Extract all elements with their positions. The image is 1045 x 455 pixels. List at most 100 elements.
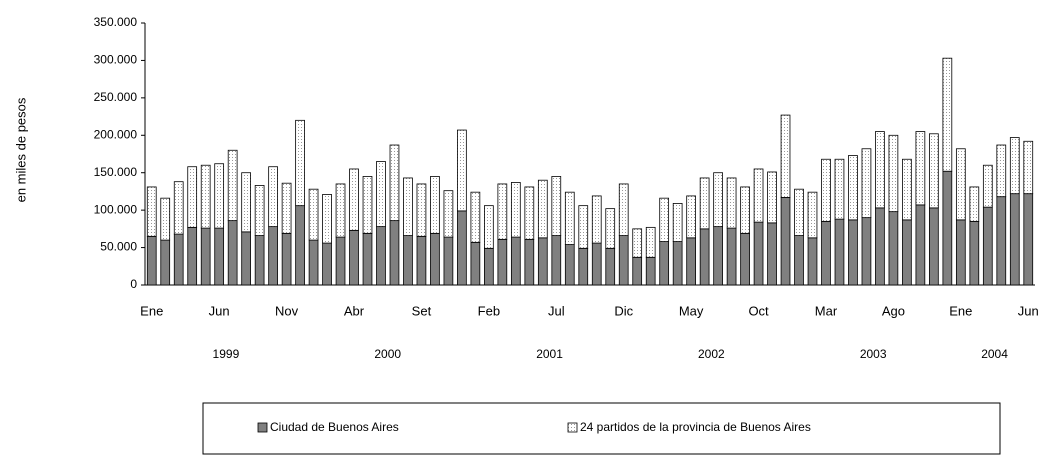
bar-segment — [767, 222, 777, 286]
bar-segment — [902, 158, 912, 221]
bar-segment — [591, 195, 602, 244]
bar-segment — [929, 133, 939, 209]
bar-segment — [780, 114, 791, 198]
bar-segment — [335, 183, 346, 238]
bar-segment — [834, 218, 845, 286]
bar-segment — [160, 239, 171, 286]
bar-segment — [699, 228, 710, 286]
bar-segment — [618, 235, 629, 286]
bar-segment — [362, 176, 373, 234]
bar-segment — [551, 235, 562, 286]
y-tick-label: 350.000 — [94, 15, 138, 29]
bar-segment — [537, 237, 548, 286]
bar-segment — [605, 208, 616, 249]
bar-segment — [281, 232, 292, 286]
bar-segment — [268, 166, 278, 228]
year-label: 2003 — [860, 347, 887, 361]
x-tick-label: Feb — [478, 303, 500, 318]
bar-segment — [982, 206, 993, 286]
bar-segment — [915, 131, 926, 206]
bar-segment — [578, 205, 589, 249]
legend-swatch — [257, 422, 268, 433]
bar-segment — [187, 226, 198, 286]
bar-segment — [430, 232, 440, 286]
y-tick-label: 250.000 — [94, 90, 138, 104]
bar-segment — [753, 221, 764, 286]
bar-segment — [888, 211, 899, 286]
bar-segment — [821, 220, 831, 286]
bar-segment — [578, 247, 589, 286]
bar-segment — [969, 186, 980, 222]
bar-segment — [403, 235, 413, 286]
bar-segment — [322, 242, 332, 286]
y-tick-label: 300.000 — [94, 53, 138, 67]
bar-segment — [888, 134, 899, 213]
bar-segment — [848, 155, 858, 221]
bar-segment — [457, 129, 467, 212]
bar-segment — [780, 197, 791, 286]
bar-segment — [349, 229, 359, 286]
legend-label: Ciudad de Buenos Aires — [270, 420, 399, 434]
bar-segment — [564, 191, 575, 245]
bar-segment — [767, 171, 777, 224]
bar-segment — [484, 205, 494, 249]
legend-label: 24 partidos de la provincia de Buenos Ai… — [580, 420, 811, 434]
bar-segment — [524, 238, 535, 286]
bar-segment — [726, 177, 737, 229]
bar-segment — [1023, 193, 1034, 286]
bar-segment — [902, 219, 912, 286]
bar-segment — [875, 131, 885, 209]
bar-segment — [376, 226, 386, 286]
bar-segment — [794, 188, 804, 236]
x-tick-label: Ene — [140, 303, 163, 318]
bar-segment — [443, 190, 454, 238]
bar-segment — [686, 237, 696, 286]
bar-segment — [214, 227, 225, 286]
x-tick-label: Jul — [548, 303, 565, 318]
bar-segment — [713, 172, 723, 228]
bar-segment — [349, 168, 359, 231]
bar-segment — [510, 182, 521, 238]
bar-segment — [295, 205, 305, 286]
bar-segment — [187, 166, 198, 228]
bar-segment — [632, 228, 643, 258]
bar-segment — [955, 219, 966, 286]
year-label: 1999 — [213, 347, 240, 361]
x-tick-label: Nov — [275, 303, 299, 318]
y-tick-label: 0 — [130, 277, 137, 291]
bar-segment — [497, 238, 508, 286]
bar-segment — [645, 256, 656, 286]
year-label: 2002 — [698, 347, 725, 361]
bar-segment — [915, 204, 926, 286]
bar-segment — [416, 183, 427, 237]
bar-segment — [146, 186, 157, 237]
bar-segment — [969, 220, 980, 286]
x-tick-label: Dic — [614, 303, 633, 318]
bar-segment — [524, 186, 535, 240]
year-label: 2004 — [981, 347, 1008, 361]
legend-box — [202, 402, 1001, 455]
bar-segment — [672, 203, 683, 242]
x-tick-label: Mar — [815, 303, 838, 318]
x-tick-label: Jun — [1018, 303, 1039, 318]
bar-segment — [510, 236, 521, 286]
bar-segment — [645, 226, 656, 258]
bar-segment — [362, 232, 373, 286]
bar-segment — [726, 227, 737, 286]
bar-segment — [1023, 140, 1034, 195]
bar-segment — [295, 119, 305, 207]
bar-segment — [254, 235, 265, 286]
x-tick-label: Oct — [748, 303, 769, 318]
y-tick-label: 200.000 — [94, 127, 138, 141]
bar-segment — [173, 181, 184, 235]
year-label: 2001 — [536, 347, 563, 361]
bar-segment — [821, 158, 831, 222]
bar-segment — [929, 207, 939, 286]
bar-segment — [848, 219, 858, 286]
bar-segment — [807, 237, 818, 286]
bar-segment — [376, 161, 386, 228]
bar-segment — [699, 177, 710, 230]
bar-segment — [955, 148, 966, 221]
bar-segment — [308, 188, 319, 241]
